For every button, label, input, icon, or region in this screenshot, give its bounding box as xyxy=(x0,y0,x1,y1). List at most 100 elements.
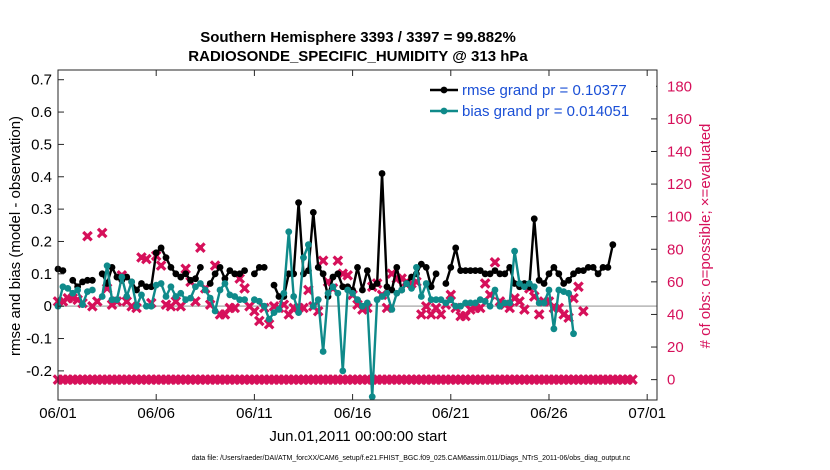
rmse-point xyxy=(427,283,435,291)
possible-circle xyxy=(222,311,228,318)
bias-point xyxy=(481,297,489,305)
bias-point xyxy=(354,296,361,304)
obs-possible-point xyxy=(96,227,108,239)
possible-circle xyxy=(423,303,429,309)
bias-point xyxy=(103,262,111,270)
possible-circle xyxy=(570,295,577,301)
possible-circle xyxy=(477,305,483,311)
rmse-point xyxy=(579,267,587,274)
possible-circle xyxy=(315,377,321,383)
rmse-point xyxy=(604,263,612,271)
possible-circle xyxy=(246,377,253,383)
bias-point xyxy=(295,309,302,317)
bias-point xyxy=(98,293,106,300)
possible-circle xyxy=(448,377,454,383)
y-right-tick-label: 100 xyxy=(667,209,692,226)
possible-circle xyxy=(512,377,518,383)
possible-circle xyxy=(389,377,395,383)
possible-circle xyxy=(561,377,567,383)
rmse-point xyxy=(319,270,327,278)
x-tick-label: 06/21 xyxy=(432,405,470,422)
obs-possible-point xyxy=(82,230,93,242)
obs-possible-point xyxy=(332,255,344,266)
bias-point xyxy=(265,315,273,323)
bias-point xyxy=(422,280,430,287)
bias-point xyxy=(270,309,278,317)
axes: 06/01 06/06 06/11 06/16 06/21 06/26 07/01 -0.2 -… xyxy=(26,69,692,422)
possible-circle xyxy=(89,377,95,383)
rmse-point xyxy=(314,263,322,271)
possible-circle xyxy=(526,377,532,383)
possible-circle xyxy=(305,377,312,383)
bias-point xyxy=(467,299,474,307)
bias-point xyxy=(196,280,204,287)
rmse-point xyxy=(138,280,145,287)
possible-circle xyxy=(104,285,110,291)
possible-circle xyxy=(408,377,415,383)
obs-possible-point xyxy=(445,289,457,301)
bias-point xyxy=(142,302,150,310)
possible-circle xyxy=(276,377,282,383)
y-right-tick-label: 160 xyxy=(667,111,692,128)
rmse-point xyxy=(88,276,96,284)
bias-point xyxy=(427,296,435,304)
possible-circle xyxy=(94,377,100,383)
possible-circle xyxy=(521,306,528,313)
obs-possible-point xyxy=(253,315,265,327)
rmse-point xyxy=(182,270,190,278)
possible-circle xyxy=(271,377,277,383)
possible-circle xyxy=(114,377,120,383)
bias-point xyxy=(530,283,538,291)
rmse-point xyxy=(452,244,460,252)
rmse-point xyxy=(560,280,568,287)
rmse-point xyxy=(570,270,577,278)
possible-circle xyxy=(168,377,174,383)
possible-circle xyxy=(482,280,488,287)
rmse-point xyxy=(388,286,396,294)
legend-label: rmse grand pr = 0.10377 xyxy=(462,82,627,99)
possible-circle xyxy=(183,377,189,383)
rmse-point xyxy=(113,273,121,281)
rmse-point xyxy=(486,270,494,278)
possible-circle xyxy=(60,377,66,383)
rmse-point xyxy=(162,254,170,262)
bias-point xyxy=(403,280,410,287)
bias-point xyxy=(368,393,376,401)
legend-background xyxy=(426,76,656,118)
bias-point xyxy=(388,306,396,313)
rmse-point xyxy=(260,263,268,271)
rmse-point xyxy=(496,270,504,278)
y-right-axis-label: # of obs: o=possible; ×=evaluated xyxy=(697,124,714,349)
possible-circle xyxy=(403,377,410,383)
bias-point xyxy=(565,289,573,297)
possible-circle xyxy=(300,377,307,383)
rmse-point xyxy=(467,267,474,274)
rmse-point xyxy=(417,260,425,268)
bias-point xyxy=(64,284,72,292)
rmse-point xyxy=(540,280,548,287)
bias-point xyxy=(201,286,209,294)
bias-point xyxy=(290,293,298,300)
possible-circle xyxy=(428,377,434,383)
bias-point xyxy=(570,330,577,338)
rmse-point xyxy=(535,276,543,284)
possible-circle xyxy=(379,377,385,383)
possible-circle xyxy=(546,377,552,383)
possible-circle xyxy=(153,377,159,383)
obs-possible-point xyxy=(578,305,589,317)
possible-circle xyxy=(384,305,390,311)
possible-circle xyxy=(575,377,582,383)
y-right-tick-label: 180 xyxy=(667,78,692,95)
possible-circle xyxy=(84,233,91,239)
possible-circle xyxy=(138,377,145,383)
bias-point xyxy=(349,289,356,297)
possible-circle xyxy=(227,305,233,311)
possible-circle xyxy=(394,377,400,383)
y-right-tick-label: 140 xyxy=(667,143,692,160)
rmse-point xyxy=(359,286,366,294)
bias-point xyxy=(545,286,553,294)
obs-possible-point xyxy=(155,260,167,271)
rmse-point xyxy=(295,199,302,207)
possible-circle xyxy=(413,377,420,383)
bias-point xyxy=(471,299,479,307)
